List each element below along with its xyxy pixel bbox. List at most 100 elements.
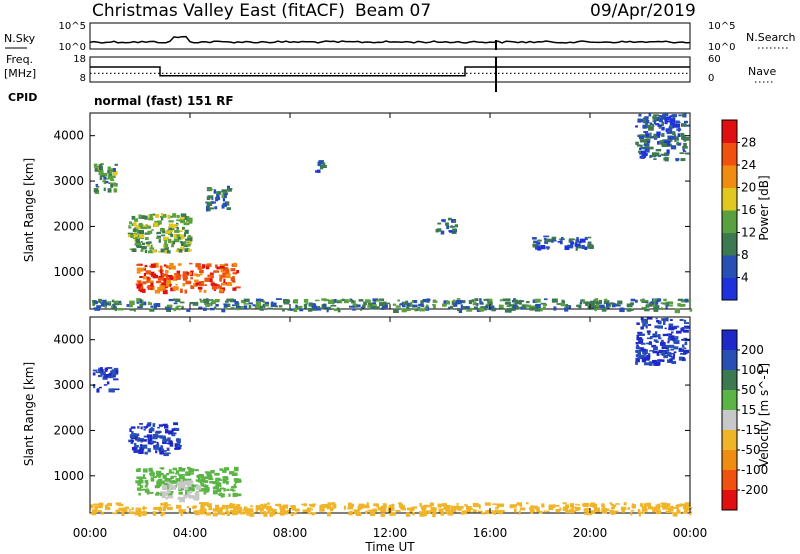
power-cell (668, 141, 671, 144)
power-cell (638, 113, 642, 117)
velocity-cell (681, 327, 688, 329)
power-cell (641, 155, 645, 159)
power-cell (182, 215, 187, 219)
velocity-cell (643, 362, 650, 366)
velocity-cell (108, 375, 114, 379)
velocity-cell (135, 507, 141, 510)
power-cell (216, 196, 221, 201)
velocity-cell (263, 511, 266, 516)
velocity-cell (160, 502, 164, 506)
power-cell (136, 271, 141, 274)
power-cell (455, 299, 462, 305)
power-cell (218, 274, 222, 277)
power-cell (230, 268, 236, 272)
velocity-cell (225, 505, 230, 508)
velocity-cell (146, 434, 153, 438)
power-cell (537, 239, 542, 242)
velocity-cell (162, 474, 167, 479)
velocity-cell (133, 445, 139, 448)
power-cell (644, 116, 649, 119)
velocity-cell (180, 512, 183, 517)
velocity-cell (672, 353, 675, 358)
velocity-cell (646, 330, 651, 333)
velocity-cell (661, 351, 666, 356)
power-cell (543, 235, 550, 238)
power-cell (365, 299, 371, 303)
power-cell (224, 300, 229, 303)
velocity-colorbar-segment (722, 450, 737, 471)
power-cell (172, 298, 179, 301)
velocity-cell (683, 347, 687, 350)
velocity-cell (565, 510, 572, 514)
velocity-cell (115, 509, 120, 512)
power-cell (681, 123, 687, 127)
velocity-cell (162, 423, 168, 427)
power-cell (100, 174, 105, 178)
power-cell (314, 299, 320, 302)
power-cell (168, 226, 175, 230)
power-cell (108, 182, 112, 184)
velocity-cell (646, 337, 651, 340)
velocity-cell (171, 486, 176, 490)
velocity-cell (640, 503, 644, 507)
power-cell (453, 299, 456, 302)
velocity-cell (646, 503, 650, 507)
velocity-cell (432, 513, 436, 518)
power-cell (104, 303, 107, 309)
velocity-cell (656, 320, 660, 323)
velocity-cell (575, 503, 578, 506)
power-cell (400, 303, 403, 306)
power-cell (186, 308, 191, 312)
velocity-cell (282, 504, 289, 509)
power-cell (223, 267, 229, 272)
power-cell (660, 302, 664, 304)
velocity-cell (202, 476, 207, 480)
power-cell (264, 304, 269, 307)
power-cell (670, 145, 677, 150)
power-cell (645, 145, 650, 148)
velocity-cell (93, 386, 96, 389)
velocity-cell (669, 319, 673, 321)
power-cell (139, 286, 144, 291)
power-cell (683, 136, 690, 141)
power-cell (436, 228, 442, 232)
power-cell (190, 285, 193, 288)
power-cell (605, 306, 608, 311)
power-cell (224, 263, 229, 267)
velocity-cell (383, 503, 387, 509)
power-cell (94, 167, 98, 172)
velocity-cell (200, 512, 206, 515)
power-cell (141, 237, 144, 239)
velocity-cell (164, 492, 169, 496)
power-cell (487, 301, 493, 304)
power-cell (271, 301, 274, 304)
velocity-cell (563, 502, 567, 505)
velocity-cell (133, 433, 136, 436)
nsky-tick-top-right: 10^5 (708, 21, 735, 32)
velocity-cell (97, 374, 102, 378)
power-cell (652, 302, 656, 307)
power-cell (561, 300, 566, 303)
power-cell (583, 301, 588, 304)
velocity-cell (611, 511, 614, 515)
power-cell (395, 305, 401, 308)
power-cell (635, 125, 638, 128)
power-cell (102, 172, 108, 177)
power-cell (162, 230, 168, 234)
velocity-cell (536, 506, 540, 511)
velocity-cell (548, 506, 554, 510)
power-cell (155, 303, 161, 308)
velocity-cell (276, 512, 283, 514)
power-cell (576, 243, 581, 248)
velocity-cell (649, 350, 655, 352)
velocity-cell (246, 508, 253, 511)
velocity-cell (183, 494, 189, 497)
velocity-cell (210, 481, 215, 483)
power-cell (193, 282, 198, 287)
velocity-cell (136, 476, 143, 479)
power-cell (214, 206, 218, 210)
power-cell (185, 280, 192, 285)
velocity-cell (176, 482, 182, 487)
velocity-cell (173, 422, 178, 426)
power-cell (535, 307, 539, 309)
